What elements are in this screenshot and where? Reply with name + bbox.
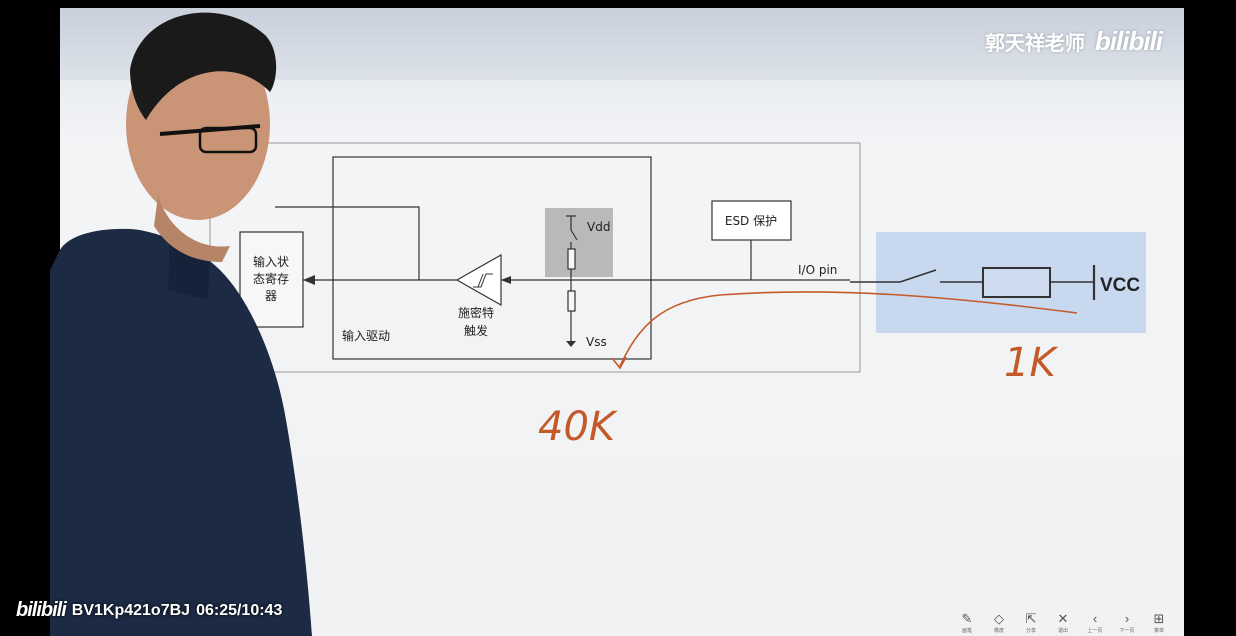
register-label-1: 输入状 xyxy=(253,254,289,269)
prev-icon: ‹ xyxy=(1092,611,1098,626)
tool-menu[interactable]: ⊞ 菜单 xyxy=(1153,611,1165,634)
ground-icon xyxy=(566,341,576,347)
vss-label: Vss xyxy=(586,335,607,349)
esd-label: ESD 保护 xyxy=(725,214,777,228)
register-label-3: 器 xyxy=(265,289,277,303)
current-path-stroke xyxy=(619,291,1078,367)
circuit-diagram: 输入状 态寄存 器 施密特 触发 Vdd Vss 输入驱动 ESD 保护 xyxy=(209,142,1146,450)
arrow-to-schmitt xyxy=(501,276,511,284)
hysteresis-icon xyxy=(473,273,493,288)
next-icon: › xyxy=(1124,611,1130,626)
presenter xyxy=(50,12,312,636)
pull-up-switch xyxy=(570,229,578,241)
video-id: BV1Kp421o7BJ xyxy=(71,601,191,619)
pull-up-resistor xyxy=(567,248,576,270)
presenter-hair xyxy=(130,12,277,120)
schmitt-label-2: 触发 xyxy=(464,323,488,338)
eraser-icon: ◇ xyxy=(994,611,1004,626)
close-icon: ✕ xyxy=(1057,611,1069,626)
input-driver-label: 输入驱动 xyxy=(342,328,390,343)
presenter-shirt xyxy=(50,228,312,636)
feedback-wire xyxy=(275,206,420,280)
register-label-2: 态寄存 xyxy=(253,271,289,286)
schmitt-trigger-symbol xyxy=(455,253,502,307)
tool-pen[interactable]: ✎ 画笔 xyxy=(961,611,973,634)
arrow-to-register xyxy=(303,275,315,285)
watermark: 郭天祥老师 bilibili xyxy=(984,26,1163,57)
tool-share[interactable]: ⇱ 分享 xyxy=(1025,611,1037,634)
share-icon: ⇱ xyxy=(1025,611,1037,626)
tool-prev-page[interactable]: ‹ 上一页 xyxy=(1087,611,1103,634)
video-time: 06:25/10:43 xyxy=(196,601,283,619)
watermark-author: 郭天祥老师 xyxy=(984,33,1085,55)
footer-logo: bilibili xyxy=(16,599,67,621)
io-pin-label: I/O pin xyxy=(798,263,837,277)
watermark-logo: bilibili xyxy=(1094,26,1163,56)
tool-exit[interactable]: ✕ 退出 xyxy=(1057,611,1069,634)
annotation-40k: 40K xyxy=(538,404,618,450)
vcc-label: VCC xyxy=(1100,275,1140,296)
grid-icon: ⊞ xyxy=(1153,611,1165,626)
pull-up-highlight xyxy=(545,208,613,277)
external-switch xyxy=(899,269,937,283)
annotation-1k: 1K xyxy=(1004,340,1058,386)
presentation-toolbar: ✎ 画笔 ◇ 橡皮 ⇱ 分享 ✕ 退出 ‹ 上一页 › 下一页 ⊞ 菜单 xyxy=(956,611,1170,634)
pen-icon: ✎ xyxy=(961,611,973,626)
video-footer: bilibili BV1Kp421o7BJ 06:25/10:43 xyxy=(16,599,282,622)
tool-next-page[interactable]: › 下一页 xyxy=(1119,611,1135,634)
current-arrow-head xyxy=(611,356,627,370)
external-resistor xyxy=(982,267,1051,298)
vdd-label: Vdd xyxy=(587,220,610,234)
input-driver-box xyxy=(332,156,652,360)
register-box xyxy=(239,231,304,328)
pull-down-resistor xyxy=(567,290,576,312)
schmitt-label-1: 施密特 xyxy=(458,305,494,320)
tool-eraser[interactable]: ◇ 橡皮 xyxy=(993,611,1004,634)
